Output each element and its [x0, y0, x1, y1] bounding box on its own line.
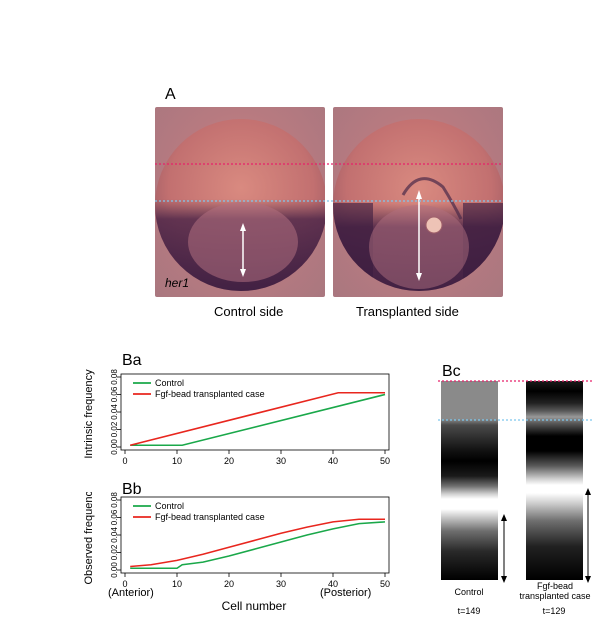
- x-tick-label: 20: [224, 456, 234, 466]
- y-tick-label: 0.00: [110, 439, 119, 455]
- panel-a-letter: A: [165, 86, 176, 103]
- y-tick-label: 0.08: [110, 492, 119, 508]
- y-tick-label: 0.02: [110, 544, 119, 560]
- legend-label: Fgf-bead transplanted case: [155, 389, 265, 399]
- panel-bc-letter: Bc: [442, 363, 461, 380]
- bc-fgf-caption: Fgf-bead transplanted case: [519, 581, 591, 601]
- x-tick-label: 0: [122, 456, 127, 466]
- transplanted-side-embryo-image: [333, 107, 503, 297]
- ba-series-lines: [130, 391, 386, 447]
- panel-ba-letter: Ba: [122, 352, 142, 369]
- legend-label: Fgf-bead transplanted case: [155, 512, 265, 522]
- x-tick-label: 30: [276, 456, 286, 466]
- x-tick-label: 50: [380, 579, 390, 589]
- x-tick-label: 10: [172, 456, 182, 466]
- control-side-embryo-image: [155, 107, 325, 297]
- series-line-fgf-bead: [130, 391, 385, 447]
- x-tick-label: 50: [380, 456, 390, 466]
- observed-frequency-chart: 0 10 20 30 40 50 0.00 0.020.04 0.060.08 ControlF…: [83, 492, 390, 613]
- x-tick-label: 40: [328, 456, 338, 466]
- bb-posterior-annotation: (Posterior): [320, 587, 371, 599]
- bc-fgf-time: t=129: [542, 606, 566, 616]
- legend-label: Control: [155, 501, 184, 511]
- y-tick-label: 0.00: [110, 562, 119, 578]
- her1-gene-label: her1: [165, 276, 190, 290]
- x-tick-label: 20: [224, 579, 234, 589]
- control-kymograph: [441, 381, 498, 580]
- series-line-control: [130, 521, 386, 570]
- transplanted-embryo-graphic: [333, 119, 503, 291]
- panel-a-reference-lines: [155, 163, 502, 202]
- series-line-fgf-bead: [130, 518, 385, 568]
- y-tick-label: 0.06: [110, 509, 119, 525]
- fgf-bead-kymograph: [526, 381, 583, 580]
- bb-series-lines: [130, 518, 386, 570]
- y-tick-label: 0.08: [110, 369, 119, 385]
- bb-anterior-annotation: (Anterior): [108, 587, 154, 599]
- control-embryo-graphic: [155, 119, 325, 291]
- bb-y-axis-label: Observed frequency: [83, 492, 95, 585]
- transplanted-side-caption: Transplanted side: [356, 304, 459, 319]
- x-tick-label: 10: [172, 579, 182, 589]
- bc-overlay: [438, 380, 592, 583]
- y-tick-label: 0.04: [110, 527, 119, 543]
- bc-control-caption: Control: [454, 587, 484, 597]
- bb-axes: 0 10 20 30 40 50 0.00 0.020.04 0.060.08: [110, 492, 390, 589]
- y-tick-label: 0.06: [110, 386, 119, 402]
- bc-control-time: t=149: [457, 606, 481, 616]
- series-line-control: [130, 393, 386, 447]
- ba-axes: 0 10 20 30 40 50 0.00 0.020.04 0.060.08: [110, 369, 390, 466]
- y-tick-label: 0.02: [110, 421, 119, 437]
- bb-x-axis-label: Cell number: [222, 599, 287, 613]
- y-tick-label: 0.04: [110, 404, 119, 420]
- x-tick-label: 0: [122, 579, 127, 589]
- control-side-caption: Control side: [214, 304, 284, 319]
- x-tick-label: 40: [328, 579, 338, 589]
- panel-bb-letter: Bb: [122, 481, 142, 498]
- ba-y-axis-label: Intrinsic frequency: [83, 369, 95, 459]
- intrinsic-frequency-chart: 0 10 20 30 40 50 0.00 0.020.04 0.060.08 ControlF…: [83, 369, 390, 466]
- x-tick-label: 30: [276, 579, 286, 589]
- legend-label: Control: [155, 378, 184, 388]
